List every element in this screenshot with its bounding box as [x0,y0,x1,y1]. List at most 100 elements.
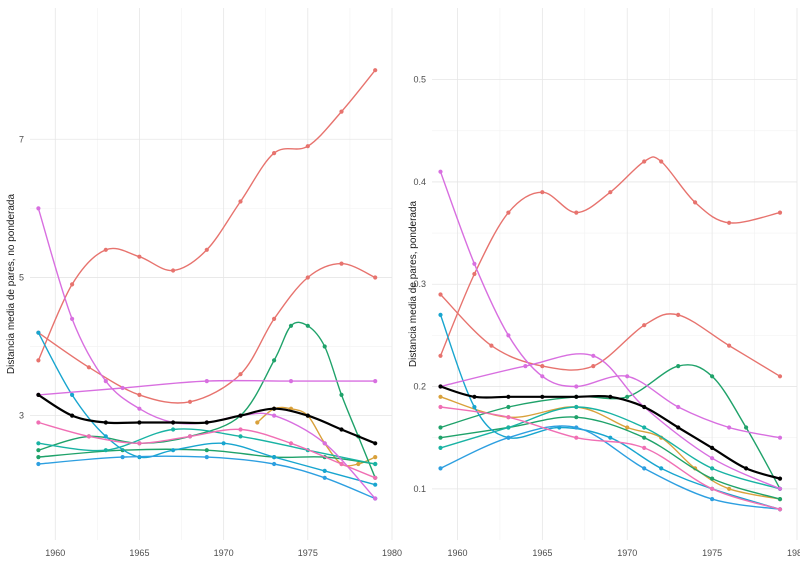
data-point [171,427,176,432]
data-point [204,247,209,252]
data-point [120,385,125,391]
data-point [727,343,732,348]
data-point [356,461,361,467]
data-point [305,413,310,418]
series-line [439,156,781,357]
series-line [37,69,376,362]
data-point [221,441,226,446]
data-point [36,441,41,446]
y-tick-label: 0.1 [413,484,426,494]
data-point [438,353,443,358]
data-point [238,434,243,439]
data-point [272,461,277,467]
y-tick-label: 3 [19,411,24,421]
data-point [103,379,108,384]
data-point [120,455,125,460]
data-point [204,379,209,384]
x-tick-label: 1960 [45,548,65,558]
data-point [103,448,108,453]
data-point [777,435,783,440]
data-point [727,425,732,430]
data-point [777,210,783,215]
data-point [659,466,664,471]
data-point [710,466,715,471]
data-point [642,435,647,440]
data-point [777,507,783,512]
data-point [238,199,243,204]
x-tick-label: 1970 [214,548,234,558]
data-point [676,425,681,430]
data-point [137,392,142,397]
data-point [438,169,443,174]
y-tick-label: 0.2 [413,382,426,392]
data-point [523,364,528,369]
y-tick-label: 5 [19,272,24,282]
data-point [744,425,749,430]
data-point [489,343,494,348]
data-point [472,394,477,399]
data-point [288,441,294,446]
data-point [574,415,579,420]
data-point [171,420,176,425]
data-point [187,399,193,404]
data-point [373,275,378,280]
data-point [438,445,443,450]
data-point [204,448,209,453]
data-point [373,455,378,460]
data-point [540,364,545,369]
series-line [439,425,781,510]
x-tick-label: 1975 [298,548,318,558]
data-point [438,312,443,317]
data-point [103,420,108,425]
data-point [659,159,664,164]
data-point [777,497,783,502]
data-point [777,374,783,379]
data-point [171,448,176,453]
series-line [37,207,376,500]
data-point [506,210,511,215]
data-point [642,323,647,328]
data-point [255,420,260,425]
data-point [137,420,142,425]
data-point [238,372,243,377]
data-point [608,394,613,399]
data-point [574,404,579,410]
x-tick-label: 1970 [617,548,637,558]
x-tick-label: 1965 [532,548,552,558]
data-point [676,404,681,410]
data-point [272,151,277,156]
data-point [642,445,647,450]
data-point [288,379,294,384]
data-point [625,425,630,430]
series-line [439,406,781,510]
data-point [36,448,41,453]
data-point [642,425,647,430]
data-point [506,394,511,399]
data-point [710,445,715,450]
data-point [373,68,378,73]
data-point [472,271,477,277]
data-point [322,468,327,473]
grid [432,8,798,540]
data-point [744,466,749,471]
y-tick-label: 0.3 [413,279,426,289]
series-line [439,171,781,439]
data-point [322,475,327,480]
data-point [693,200,698,205]
data-point [540,394,545,399]
data-point [103,247,108,252]
data-point [506,425,511,430]
data-point [676,364,681,369]
data-point [727,220,732,225]
data-point [472,261,477,266]
series-line [37,428,376,465]
data-point [591,353,596,358]
series-line [37,421,376,479]
data-point [438,435,443,440]
y-tick-label: 7 [19,134,24,144]
data-point [36,330,41,335]
data-point [70,392,75,397]
data-point [339,109,344,114]
data-point [710,456,715,461]
